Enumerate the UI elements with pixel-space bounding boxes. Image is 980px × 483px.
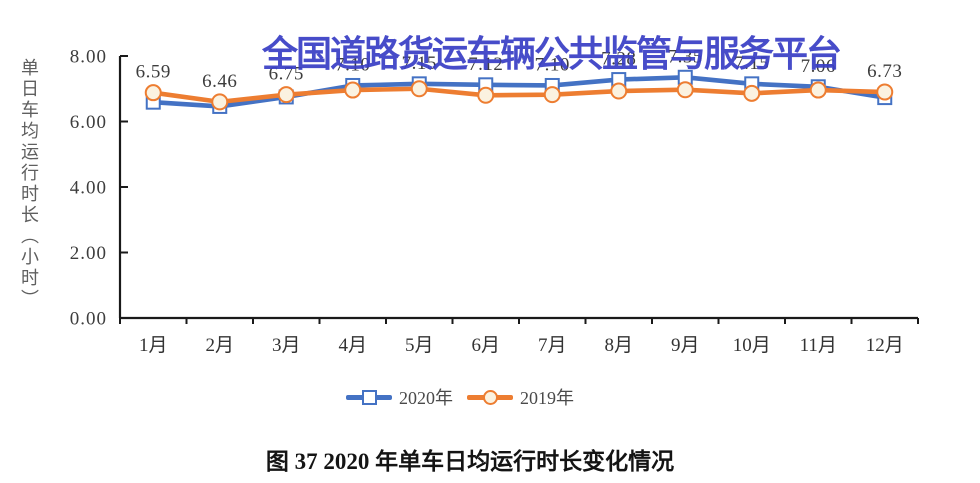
x-axis-label: 12月 [866,335,904,356]
data-label: 7.06 [801,56,836,77]
series-line-2019年 [150,86,888,105]
data-label: 7.12 [468,54,503,75]
plot-area: 8.00 6.00 4.00 2.00 0.00 1月 2月 3月 4月 5月 6月 7月 8月 9月 10… [70,46,919,356]
data-label: 6.46 [202,71,237,92]
circle-marker-icon [277,86,295,104]
legend-item-2019: 2019年 [467,384,574,410]
y-tick-label: 2.00 [70,243,107,264]
x-axis-label: 8月 [604,335,633,356]
circle-marker-icon [410,80,428,98]
circle-marker-icon [211,93,229,111]
data-label: 6.75 [269,64,304,85]
y-tick-label: 4.00 [70,178,107,199]
x-axis-label: 9月 [671,335,700,356]
data-label: 7.10 [535,54,570,75]
legend: 2020年 2019年 [346,384,574,410]
x-axis-label: 10月 [733,335,771,356]
legend-label-2020: 2020年 [399,388,453,408]
circle-marker-icon [543,86,561,104]
x-axis-label: 7月 [538,335,567,356]
x-axis-label: 3月 [272,335,301,356]
x-axis-label: 4月 [338,335,367,356]
circle-marker-icon [144,84,162,102]
series-line-2020年 [150,74,888,109]
circle-marker-icon [610,82,628,100]
x-axis-label: 2月 [205,335,234,356]
data-label: 6.59 [136,62,171,83]
circle-marker-icon [676,81,694,99]
circle-marker-icon [876,83,894,101]
y-axis-title: 单日车均运行时长（小时） [19,58,39,310]
watermark-text: 全国道路货运车辆公共监管与服务平台 [262,33,842,74]
data-label: 7.28 [601,49,636,70]
x-axis-label: 5月 [405,335,434,356]
circle-marker-icon [477,86,495,104]
circle-marker-icon [344,81,362,99]
circle-marker-icon [743,84,761,102]
figure-caption: 图 37 2020 年单车日均运行时长变化情况 [265,449,675,474]
circle-marker-icon [809,81,827,99]
legend-swatch-2020 [346,389,392,405]
legend-label-2019: 2019年 [520,388,574,408]
data-label: 7.15 [734,53,769,74]
y-tick-label: 6.00 [70,112,107,133]
circle-marker-icon [483,390,498,405]
square-marker-icon [362,390,377,405]
data-label: 7.10 [335,54,370,75]
x-axis-label: 6月 [471,335,500,356]
legend-item-2020: 2020年 [346,384,453,410]
legend-swatch-2019 [467,389,513,405]
data-label: 7.35 [668,46,703,67]
data-label: 6.73 [867,61,902,82]
data-label: 7.15 [402,53,437,74]
y-tick-label: 0.00 [70,309,107,330]
y-tick-label: 8.00 [70,47,107,68]
x-axis-label: 11月 [800,335,837,356]
x-axis-label: 1月 [139,335,168,356]
